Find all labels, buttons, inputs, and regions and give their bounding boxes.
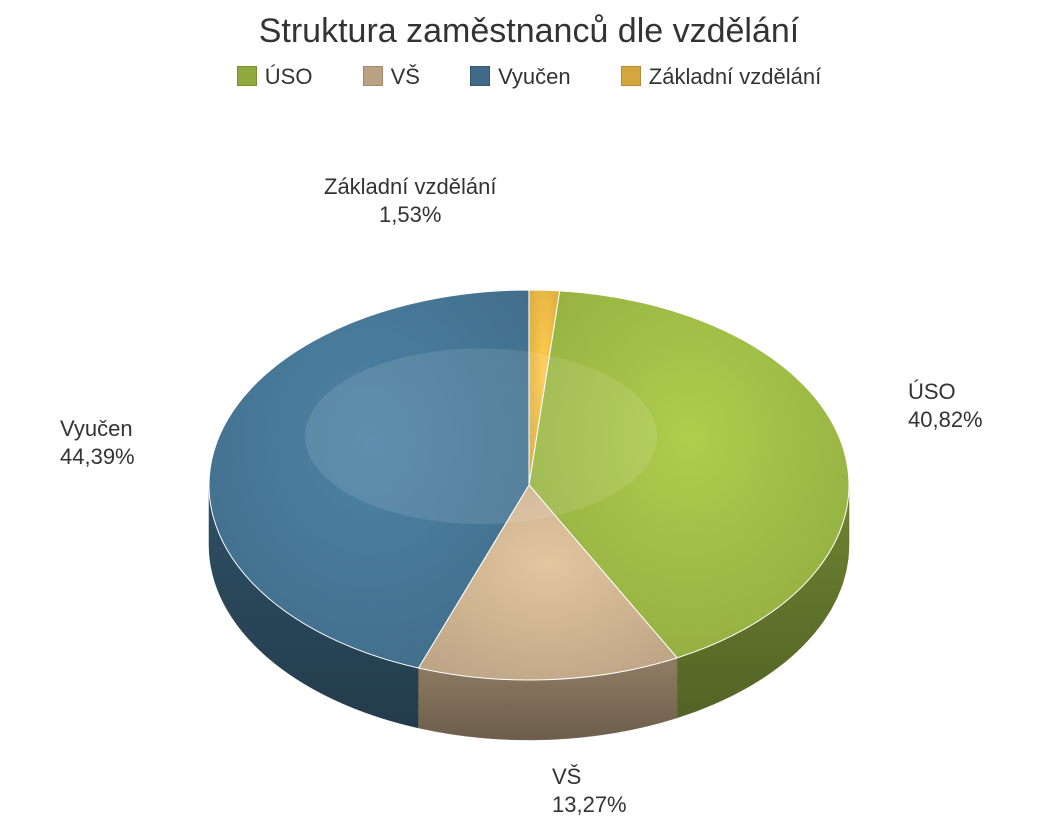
slice-value-uso: 40,82% bbox=[908, 406, 983, 434]
slice-label-text-vyucen: Vyučen bbox=[60, 415, 135, 443]
pie-highlight bbox=[305, 349, 657, 525]
slice-label-zakladni: Základní vzdělání 1,53% bbox=[324, 173, 496, 228]
pie-chart-container: Struktura zaměstnanců dle vzdělání ÚSO V… bbox=[0, 0, 1058, 813]
slice-label-text-vs: VŠ bbox=[552, 763, 627, 791]
slice-label-vyucen: Vyučen 44,39% bbox=[60, 415, 135, 470]
slice-label-text-uso: ÚSO bbox=[908, 378, 983, 406]
slice-label-text-zakladni: Základní vzdělání bbox=[324, 173, 496, 201]
slice-value-vyucen: 44,39% bbox=[60, 443, 135, 471]
slice-label-uso: ÚSO 40,82% bbox=[908, 378, 983, 433]
slice-label-vs: VŠ 13,27% bbox=[552, 763, 627, 818]
slice-value-vs: 13,27% bbox=[552, 791, 627, 818]
slice-value-zakladni: 1,53% bbox=[324, 201, 496, 229]
pie-chart-svg bbox=[0, 0, 1058, 813]
